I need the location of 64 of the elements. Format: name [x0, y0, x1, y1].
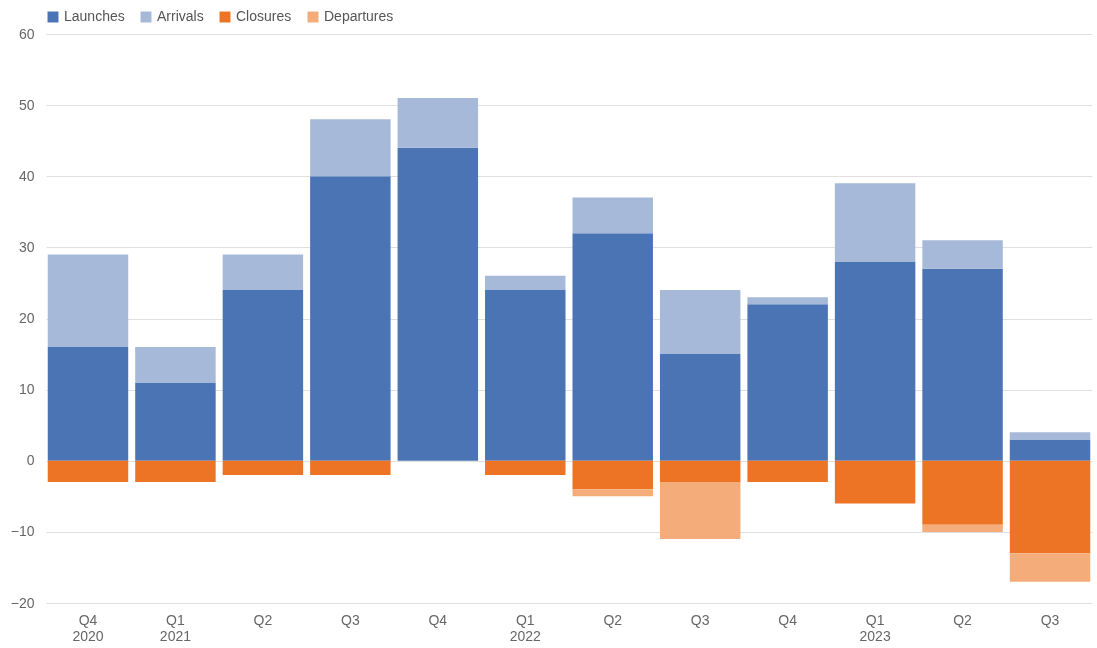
legend-label: Arrivals	[157, 8, 204, 24]
x-tick-label: Q4	[428, 611, 448, 628]
y-tick-label: 0	[26, 452, 35, 469]
bar	[47, 346, 129, 461]
bar	[922, 460, 1003, 525]
bar	[1009, 553, 1091, 582]
bar	[659, 290, 741, 355]
bar	[1009, 432, 1091, 440]
bar	[834, 183, 916, 262]
bar	[485, 275, 566, 291]
y-tick-label: 10	[18, 381, 35, 398]
bar	[834, 460, 916, 504]
bar	[572, 489, 653, 497]
x-tick-label: Q4	[778, 611, 798, 628]
x-tick-label: Q3	[1040, 611, 1060, 628]
y-tick-label: 20	[18, 310, 35, 326]
bar	[747, 304, 828, 461]
bar	[47, 460, 129, 483]
bar	[222, 254, 304, 291]
bar	[922, 268, 1003, 461]
bar	[135, 346, 216, 383]
x-tick-label: Q2	[953, 611, 973, 628]
bar	[747, 297, 828, 305]
bar	[572, 460, 653, 490]
bar	[572, 197, 653, 234]
bar	[222, 460, 304, 475]
legend-label: Launches	[64, 8, 125, 24]
x-tick-label: Q1 2021	[159, 611, 192, 644]
y-tick-label: 50	[18, 96, 35, 113]
bar	[397, 147, 479, 461]
legend-label: Departures	[324, 8, 394, 24]
x-tick-label: Q1 2022	[509, 611, 542, 644]
bar	[834, 261, 916, 461]
bar	[659, 354, 741, 461]
bar	[747, 460, 828, 483]
y-tick-label: −10	[10, 523, 35, 540]
y-tick-label: 40	[18, 167, 35, 184]
bar	[310, 119, 391, 177]
bar	[572, 233, 653, 461]
x-tick-label: Q4 2020	[72, 611, 104, 644]
y-tick-label: 30	[18, 238, 35, 255]
bar	[1009, 439, 1091, 461]
y-tick-label: 60	[18, 25, 35, 42]
x-tick-label: Q2	[253, 611, 273, 628]
bar	[659, 460, 741, 483]
x-tick-label: Q3	[341, 611, 360, 628]
bar	[922, 524, 1003, 532]
bar	[135, 382, 216, 461]
bar	[310, 176, 391, 461]
bar	[47, 254, 129, 347]
y-tick-label: −20	[10, 594, 35, 611]
bar	[659, 482, 741, 539]
x-tick-label: Q2	[603, 611, 623, 628]
bar	[1009, 460, 1091, 554]
bar	[485, 290, 566, 461]
bar	[922, 240, 1003, 269]
legend-label: Closures	[236, 8, 292, 24]
bar	[310, 460, 391, 475]
bar	[485, 460, 566, 475]
bar	[397, 98, 479, 148]
bar	[135, 460, 216, 483]
x-tick-label: Q1 2023	[859, 611, 891, 644]
bar	[222, 290, 304, 461]
x-tick-label: Q3	[690, 611, 710, 628]
